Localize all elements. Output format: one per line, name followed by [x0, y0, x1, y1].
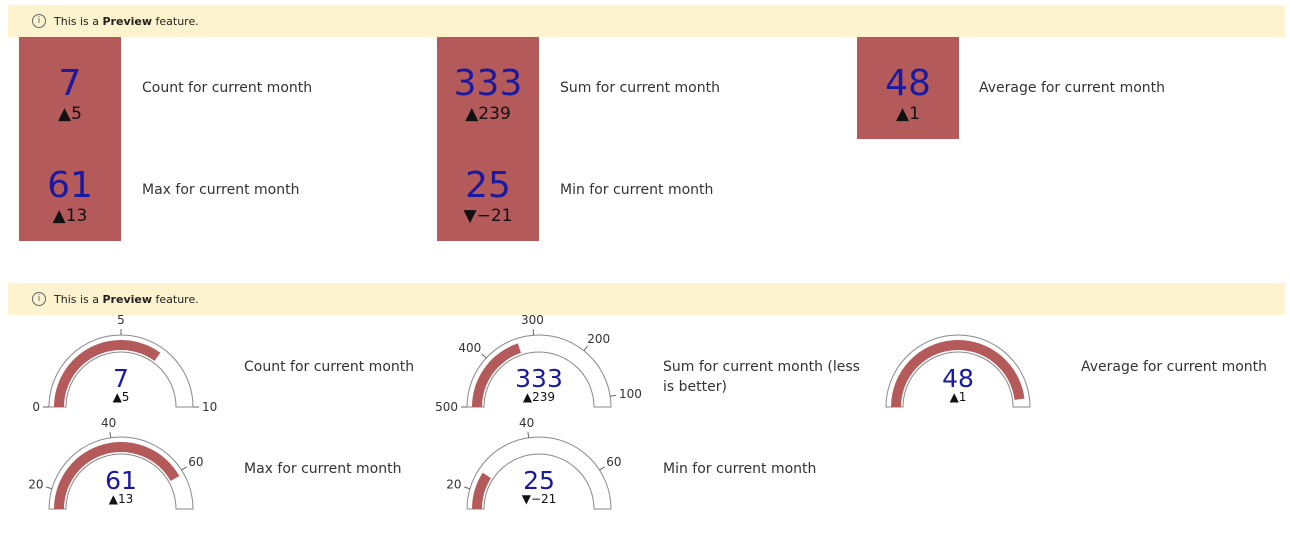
gauge-fill [54, 442, 180, 509]
gauge-label: Max for current month [244, 461, 402, 477]
gauge-tick [583, 345, 589, 352]
kpi-tile [19, 37, 121, 139]
banner-text: Preview [102, 292, 153, 306]
gauge-fill [891, 339, 1025, 407]
gauge-tick-label: 200 [587, 332, 610, 346]
gauge-tick [527, 431, 530, 438]
gauge-tick [46, 486, 53, 490]
kpi-tile [437, 139, 539, 241]
kpi-value: 61 [47, 165, 93, 206]
gauge-tick-label: 60 [606, 455, 621, 469]
gauge-delta: ▼−21 [522, 492, 557, 506]
gauge-value: 7 [113, 364, 129, 393]
kpi-label: Count for current month [142, 80, 313, 96]
gauge-tick-label: 40 [101, 416, 116, 430]
gauge-tick [610, 394, 617, 397]
gauge-delta: ▲239 [523, 390, 555, 404]
kpi-label: Sum for current month [560, 80, 720, 96]
kpi-tile [437, 37, 539, 139]
banner-text: feature. [152, 292, 199, 306]
banner-text: Preview [102, 14, 153, 28]
gauge-label: Average for current month [1081, 359, 1268, 375]
gauge-outline [885, 334, 1031, 408]
gauge-tick [109, 431, 112, 438]
gauge-tick-label: 20 [28, 477, 43, 491]
gauge-fill [472, 472, 492, 509]
kpi-label: Average for current month [979, 80, 1166, 96]
kpi-delta: ▼−21 [464, 206, 513, 226]
kpi-delta: ▲239 [465, 104, 511, 124]
gauge-fill [472, 343, 521, 407]
kpi-tile [857, 37, 959, 139]
gauge-label: Min for current month [663, 461, 817, 477]
gauge-tick-label: 60 [188, 455, 203, 469]
gauge-delta: ▲13 [109, 492, 134, 506]
gauge-tick-label: 100 [619, 387, 642, 401]
gauge-tick-label: 0 [32, 400, 40, 414]
kpi-delta: ▲13 [53, 206, 88, 226]
banner-text: This is a [54, 292, 103, 306]
gauge-tick-label: 10 [202, 400, 217, 414]
kpi-value: 333 [454, 63, 523, 104]
gauge-label: Count for current month [244, 359, 415, 375]
gauge-tick-label: 400 [458, 341, 481, 355]
gauge-label: Sum for current month (less is better) [663, 359, 860, 395]
gauge-value: 333 [515, 364, 563, 393]
gauge-fill [54, 340, 161, 407]
gauge-tick [464, 486, 471, 490]
kpi-value: 25 [465, 165, 511, 206]
gauge-tick-label: 300 [521, 313, 544, 327]
gauge-delta: ▲5 [113, 390, 130, 404]
gauge-value: 61 [105, 466, 137, 495]
banner-text: feature. [152, 14, 199, 28]
gauge-tick-label: 5 [117, 313, 125, 327]
gauge-value: 25 [523, 466, 555, 495]
info-icon: i [32, 14, 46, 28]
gauge-outline [48, 334, 194, 408]
gauge-tick [599, 466, 605, 471]
gauge-outline [466, 334, 612, 408]
kpi-delta: ▲5 [58, 104, 82, 124]
gauge-tick-label: 20 [446, 477, 461, 491]
kpi-label: Max for current month [142, 182, 300, 198]
gauge-outline [48, 436, 194, 510]
gauge-value: 48 [942, 364, 974, 393]
preview-banner: i This is a Preview feature. [8, 5, 1285, 37]
gauge-tick [481, 353, 487, 359]
kpi-tile [19, 139, 121, 241]
kpi-value: 7 [59, 63, 82, 104]
kpi-value: 48 [885, 63, 931, 104]
banner-text: This is a [54, 14, 103, 28]
preview-banner: i This is a Preview feature. [8, 283, 1285, 315]
kpi-label: Min for current month [560, 182, 714, 198]
gauge-outline [466, 436, 612, 510]
info-icon: i [32, 292, 46, 306]
gauge-tick [181, 466, 187, 471]
gauge-delta: ▲1 [950, 390, 967, 404]
gauge-tick-label: 40 [519, 416, 534, 430]
gauge-tick-label: 500 [435, 400, 458, 414]
kpi-delta: ▲1 [896, 104, 920, 124]
